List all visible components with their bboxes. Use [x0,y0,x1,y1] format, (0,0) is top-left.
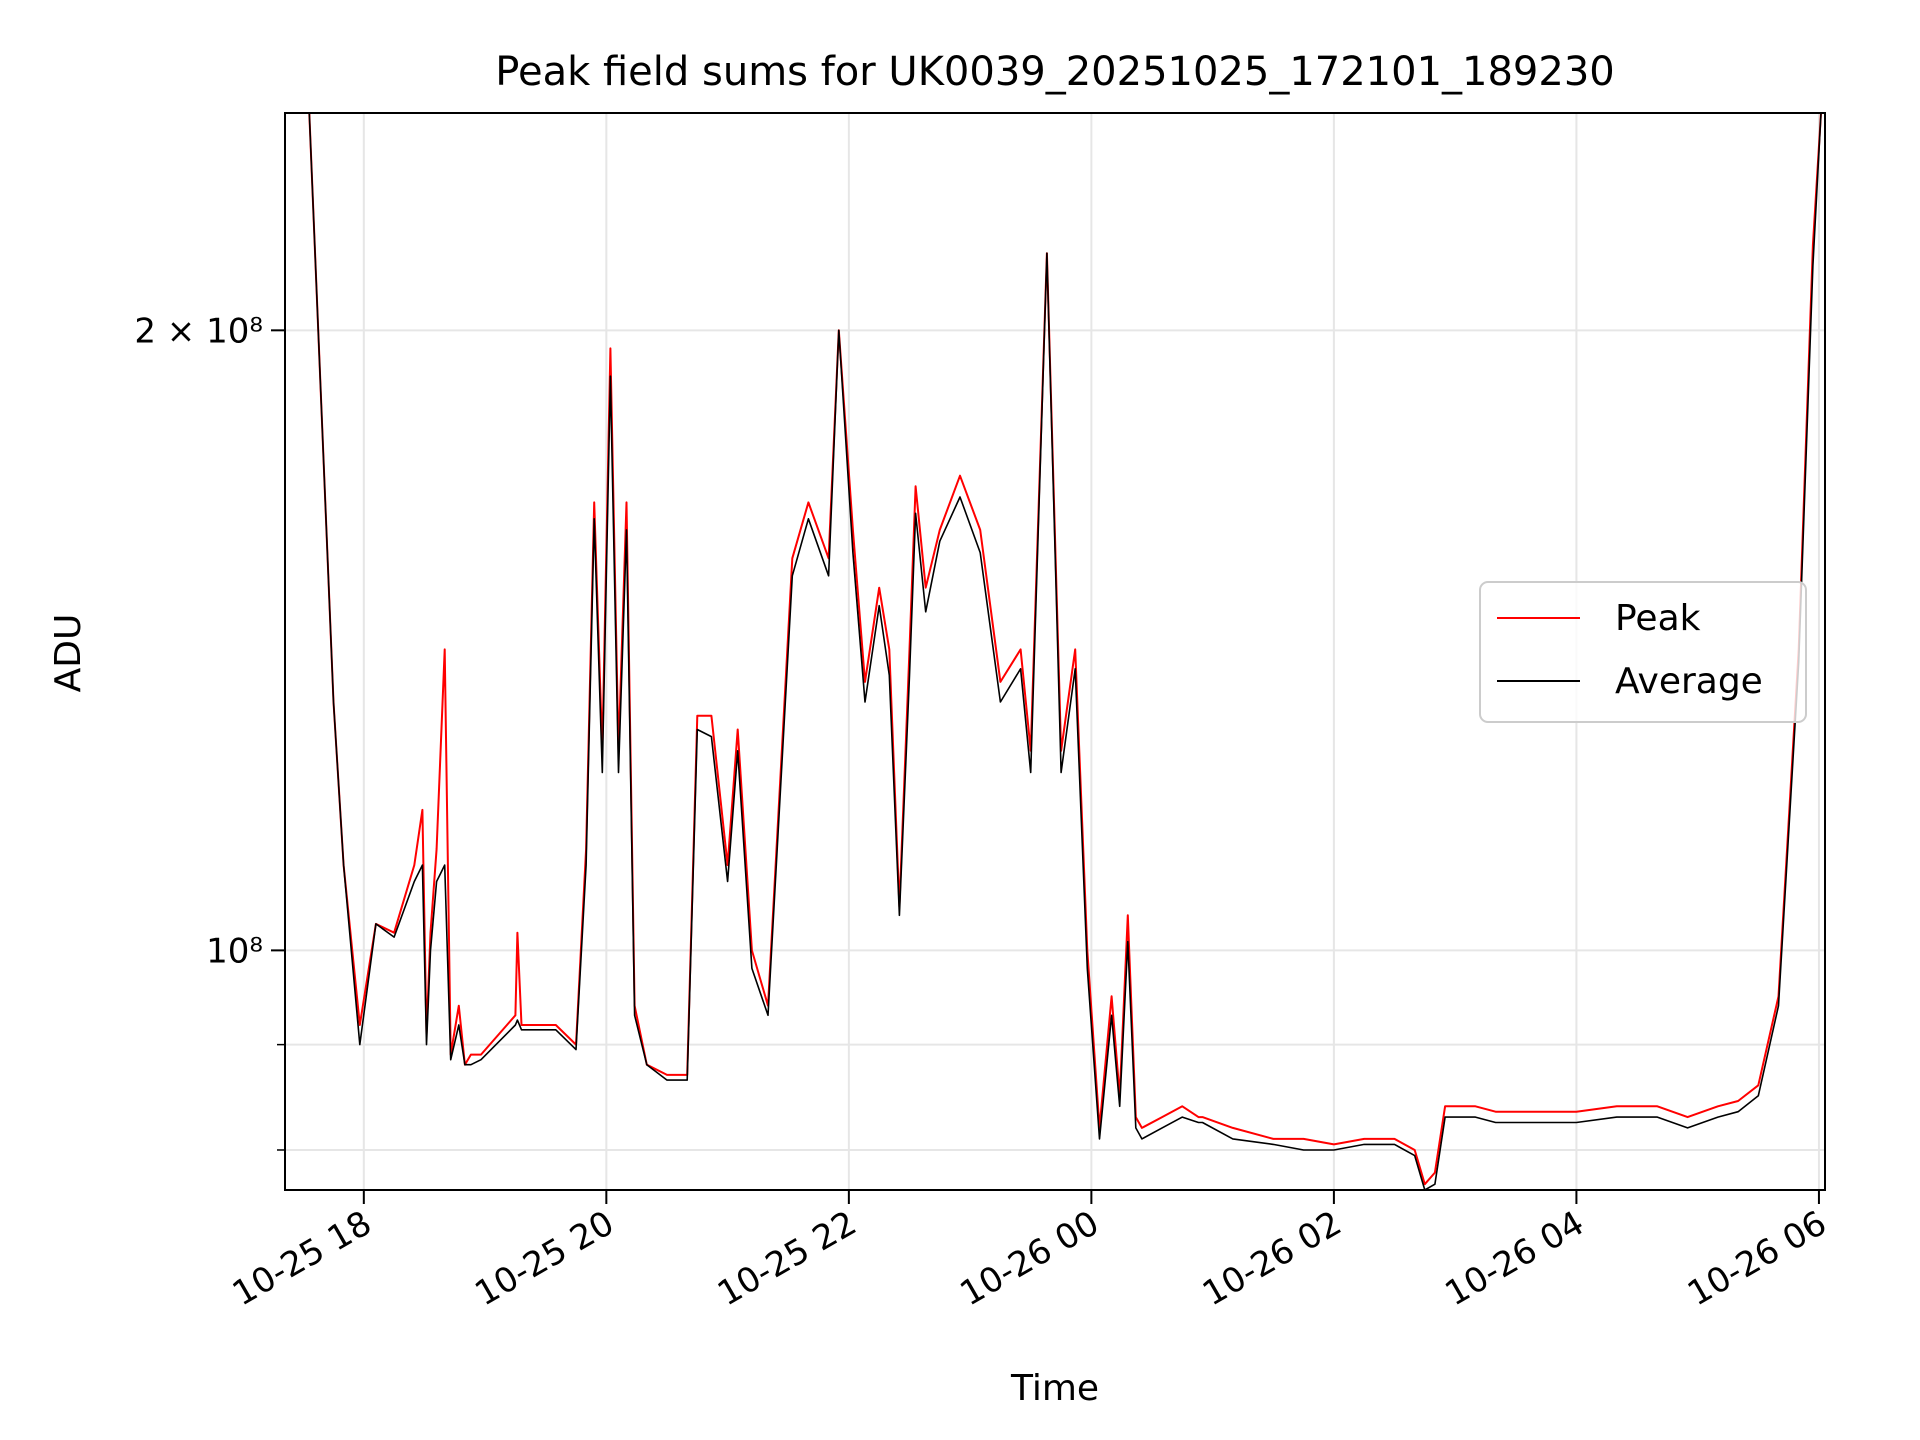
grid [285,113,1825,1190]
legend-label-average: Average [1615,661,1763,702]
y-axis-label: ADU [48,614,89,693]
axes-frame [284,112,1826,1191]
series-group [285,113,1822,1190]
legend-label-peak: Peak [1615,598,1701,639]
legend: Peak Average [1479,581,1807,723]
series-line-average [285,113,1822,1190]
y-tick-label: 10⁸ [206,931,263,971]
x-axis-label: Time [1010,1368,1099,1409]
y-tick-label: 2 × 10⁸ [134,311,263,351]
chart-title: Peak field sums for UK0039_20251025_1721… [495,49,1614,95]
